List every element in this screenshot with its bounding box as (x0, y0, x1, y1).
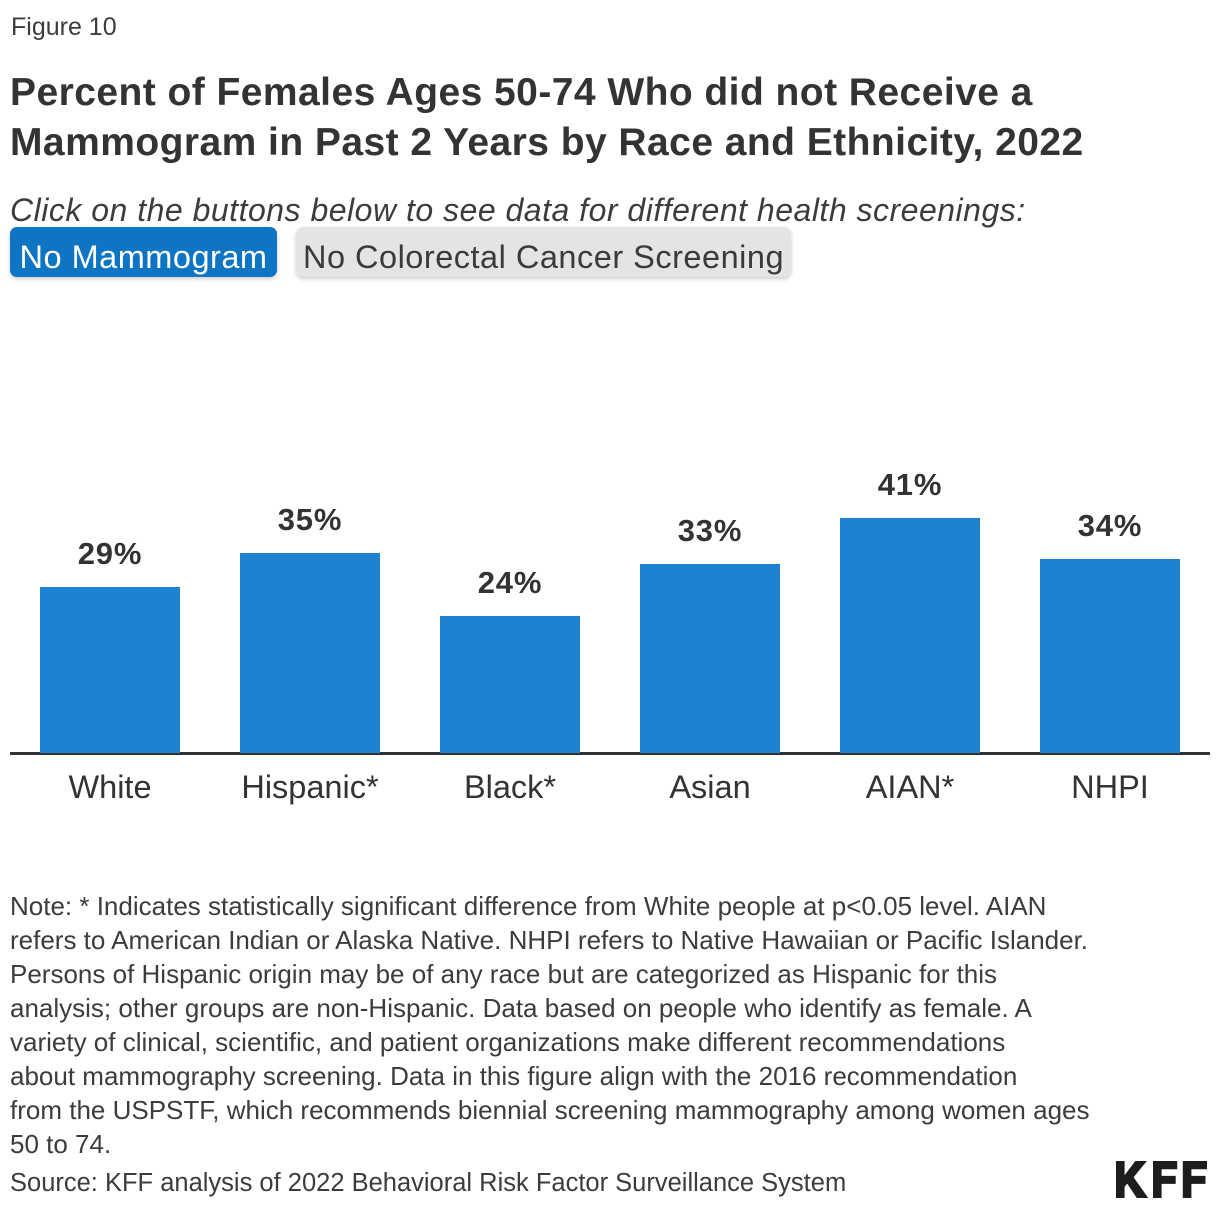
no-mammogram-button[interactable]: No Mammogram (10, 227, 277, 277)
no-mammogram-button-label: No Mammogram (19, 238, 268, 275)
note-line: about mammography screening. Data in thi… (10, 1061, 1018, 1091)
bar-white (40, 587, 180, 753)
note-line: 50 to 74. (10, 1129, 112, 1159)
chart-instructions: Click on the buttons below to see data f… (10, 191, 1026, 228)
bar-value-label: 35% (277, 502, 343, 537)
page-title-line-1: Percent of Females Ages 50-74 Who did no… (10, 71, 1033, 114)
kff-logo-graphic (1116, 1161, 1207, 1198)
note-line: Note: * Indicates statistically signific… (10, 891, 1047, 921)
note-line: variety of clinical, scientific, and pat… (10, 1027, 1006, 1057)
bar-value-label: 34% (1077, 508, 1143, 543)
bar-value-label: 33% (677, 513, 743, 548)
category-label: NHPI (1071, 769, 1149, 805)
bar-aian (840, 518, 980, 753)
bar-value-label: 41% (877, 467, 943, 502)
source-text: Source: KFF analysis of 2022 Behavioral … (10, 1169, 847, 1197)
category-label: White (68, 769, 152, 805)
page-title-line-2: Mammogram in Past 2 Years by Race and Et… (10, 121, 1084, 164)
bar-value-label: 29% (77, 536, 143, 571)
bar-black (440, 616, 580, 753)
bar-asian (640, 564, 780, 753)
note-line: Persons of Hispanic origin may be of any… (10, 959, 998, 989)
x-axis-line (10, 752, 1210, 755)
no-colorectal-cancer-screening-button[interactable]: No Colorectal Cancer Screening (296, 227, 791, 277)
bar-nhpi (1040, 559, 1180, 753)
category-label: Black* (463, 769, 557, 805)
figure-label: Figure 10 (11, 13, 117, 41)
category-label: Hispanic* (241, 769, 379, 805)
kff-logo (1116, 1161, 1207, 1198)
note-text: Note: * Indicates statistically signific… (10, 889, 1089, 1161)
category-label: Asian (669, 769, 751, 805)
note-line: analysis; other groups are non-Hispanic.… (10, 993, 1032, 1023)
category-label: AIAN* (865, 769, 955, 805)
screening-toggle-group: No Mammogram No Colorectal Cancer Screen… (10, 227, 791, 277)
note-line: refers to American Indian or Alaska Nati… (10, 925, 1089, 955)
page-title: Percent of Females Ages 50-74 Who did no… (10, 68, 1210, 168)
no-colorectal-cancer-screening-button-label: No Colorectal Cancer Screening (302, 238, 785, 275)
bar-hispanic (240, 553, 380, 753)
bar-value-label: 24% (477, 565, 543, 600)
note-line: from the USPSTF, which recommends bienni… (10, 1095, 1090, 1125)
